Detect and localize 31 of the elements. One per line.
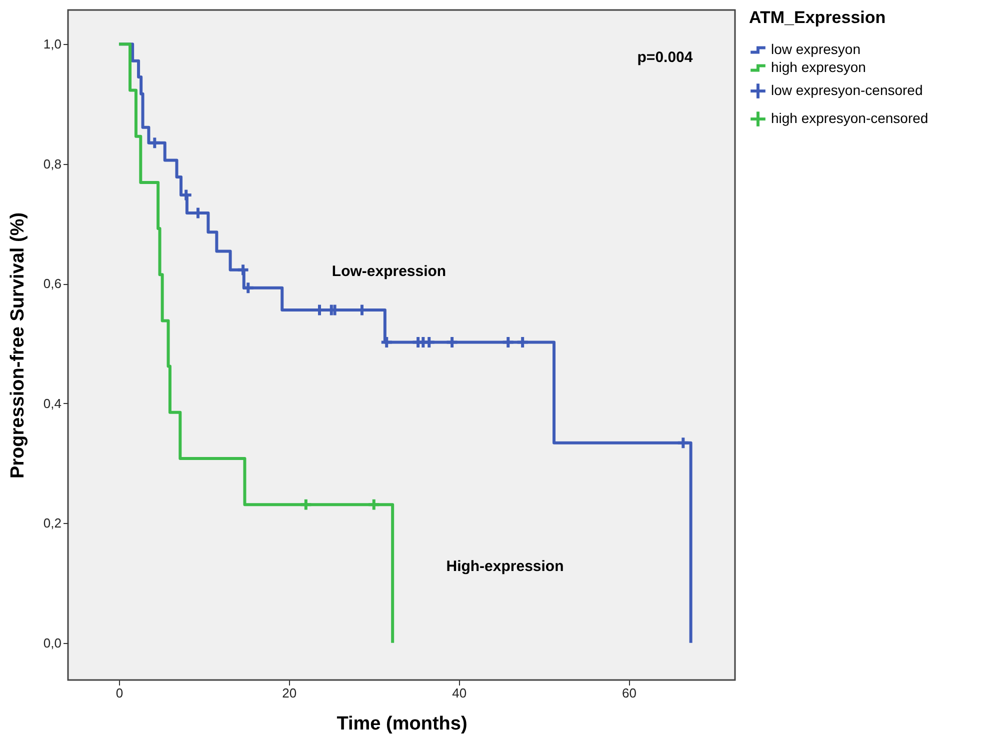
x-axis-title: Time (months) <box>336 714 468 734</box>
point <box>501 336 515 350</box>
legend-label: high expresyon <box>771 59 866 75</box>
y-tick-label: 0,6 <box>43 276 62 292</box>
y-tick-label: 0,0 <box>43 635 62 650</box>
point <box>445 336 459 350</box>
x-tick-label: 0 <box>116 686 124 700</box>
y-tick-label: 0,2 <box>43 516 62 531</box>
point <box>380 336 394 350</box>
x-tick-label: 20 <box>282 686 297 700</box>
y-axis-title: Progression-free Survival (%) <box>7 212 28 479</box>
x-tick-label: 40 <box>452 686 467 700</box>
legend-title: ATM_Expression <box>749 8 886 27</box>
annotation: p=0.004 <box>637 49 694 66</box>
point <box>367 498 381 512</box>
point <box>299 498 313 512</box>
x-tick-label: 60 <box>622 686 637 700</box>
legend-label: low expresyon <box>771 41 860 57</box>
point <box>148 136 162 150</box>
annotation: High-expression <box>446 558 564 575</box>
point <box>676 436 690 450</box>
annotation: Low-expression <box>332 263 446 280</box>
point <box>236 263 250 277</box>
y-tick-label: 0,4 <box>43 396 62 411</box>
y-tick-label: 0,8 <box>43 156 62 172</box>
point <box>241 281 255 295</box>
point <box>179 188 193 202</box>
legend-label: low expresyon-censored <box>771 82 923 98</box>
legend-label: high expresyon-censored <box>771 110 928 126</box>
y-tick-label: 1,0 <box>43 36 62 52</box>
point <box>516 336 530 350</box>
